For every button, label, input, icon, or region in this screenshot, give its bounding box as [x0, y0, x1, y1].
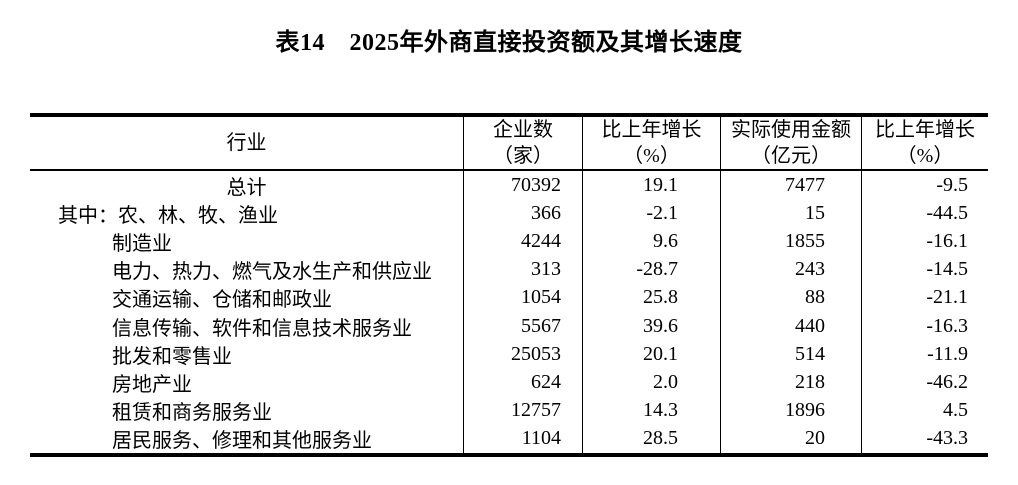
header-growth-amount: 比上年增长 （%） [861, 117, 988, 171]
industry-cell: 租赁和商务服务业 [30, 397, 463, 425]
industry-name: 房地产业 [112, 373, 192, 396]
industry-cell: 制造业 [30, 227, 463, 255]
industry-name: 租赁和商务服务业 [112, 402, 272, 425]
industry-cell: 居民服务、修理和其他服务业 [30, 425, 463, 453]
amount-growth-value: 4.5 [861, 396, 988, 425]
amount-growth-value: -43.3 [861, 424, 988, 453]
enterprises-growth-value: -2.1 [582, 199, 720, 228]
industry-cell: 信息传输、软件和信息技术服务业 [30, 312, 463, 340]
industry-name: 批发和零售业 [112, 345, 232, 368]
fdi-table: 行业 企业数 （家） 比上年增长 （%） 实际使用金额 （亿元） 比上年增长 （… [30, 113, 988, 457]
header-amount-used: 实际使用金额 （亿元） [720, 117, 861, 171]
amount-used-value: 514 [720, 340, 861, 369]
enterprises-value: 25053 [463, 340, 582, 369]
amount-growth-value: -46.2 [861, 368, 988, 397]
amount-used-value: 7477 [720, 171, 861, 200]
industry-name: 农、林、牧、渔业 [118, 204, 278, 227]
amount-used-value: 1896 [720, 396, 861, 425]
amount-used-value: 218 [720, 368, 861, 397]
industry-cell: 其中： 农、林、牧、渔业 [30, 199, 463, 227]
amount-growth-value: -21.1 [861, 283, 988, 312]
table-grid: 行业 企业数 （家） 比上年增长 （%） 实际使用金额 （亿元） 比上年增长 （… [30, 117, 988, 453]
enterprises-value: 313 [463, 255, 582, 284]
header-industry: 行业 [30, 117, 463, 171]
industry-name: 信息传输、软件和信息技术服务业 [112, 317, 412, 340]
enterprises-growth-value: 28.5 [582, 424, 720, 453]
enterprises-growth-value: 19.1 [582, 171, 720, 200]
amount-growth-value: -44.5 [861, 199, 988, 228]
amount-growth-value: -14.5 [861, 255, 988, 284]
enterprises-value: 4244 [463, 227, 582, 256]
industry-cell: 房地产业 [30, 368, 463, 396]
amount-growth-value: -16.1 [861, 227, 988, 256]
enterprises-growth-value: 14.3 [582, 396, 720, 425]
enterprises-growth-value: 2.0 [582, 368, 720, 397]
enterprises-value: 5567 [463, 311, 582, 341]
header-enterprises: 企业数 （家） [463, 117, 582, 171]
amount-used-value: 243 [720, 255, 861, 284]
enterprises-value: 1054 [463, 283, 582, 312]
enterprises-growth-value: 9.6 [582, 227, 720, 256]
enterprises-growth-value: 25.8 [582, 283, 720, 312]
amount-growth-value: -11.9 [861, 340, 988, 369]
industry-name: 居民服务、修理和其他服务业 [112, 430, 372, 453]
enterprises-growth-value: 20.1 [582, 340, 720, 369]
amount-growth-value: -9.5 [861, 171, 988, 200]
industry-cell: 电力、热力、燃气及水生产和供应业 [30, 256, 463, 284]
industry-cell: 总计 [30, 171, 463, 199]
amount-used-value: 20 [720, 424, 861, 453]
industry-cell: 交通运输、仓储和邮政业 [30, 284, 463, 312]
enterprises-growth-value: 39.6 [582, 311, 720, 341]
enterprises-value: 624 [463, 368, 582, 397]
amount-growth-value: -16.3 [861, 311, 988, 341]
amount-used-value: 1855 [720, 227, 861, 256]
enterprises-value: 366 [463, 199, 582, 228]
amount-used-value: 88 [720, 283, 861, 312]
enterprises-value: 12757 [463, 396, 582, 425]
page-title: 表14 2025年外商直接投资额及其增长速度 [275, 30, 743, 56]
industry-name: 交通运输、仓储和邮政业 [112, 289, 332, 312]
industry-name: 制造业 [112, 232, 172, 255]
header-growth-enterprises: 比上年增长 （%） [582, 117, 720, 171]
enterprises-growth-value: -28.7 [582, 255, 720, 284]
enterprises-value: 1104 [463, 424, 582, 453]
amount-used-value: 15 [720, 199, 861, 228]
industry-name: 电力、热力、燃气及水生产和供应业 [112, 261, 432, 284]
industry-cell: 批发和零售业 [30, 340, 463, 368]
amount-used-value: 440 [720, 311, 861, 341]
enterprises-value: 70392 [463, 171, 582, 200]
row-prefix-label: 其中： [58, 204, 118, 227]
industry-name: 总计 [226, 176, 267, 199]
